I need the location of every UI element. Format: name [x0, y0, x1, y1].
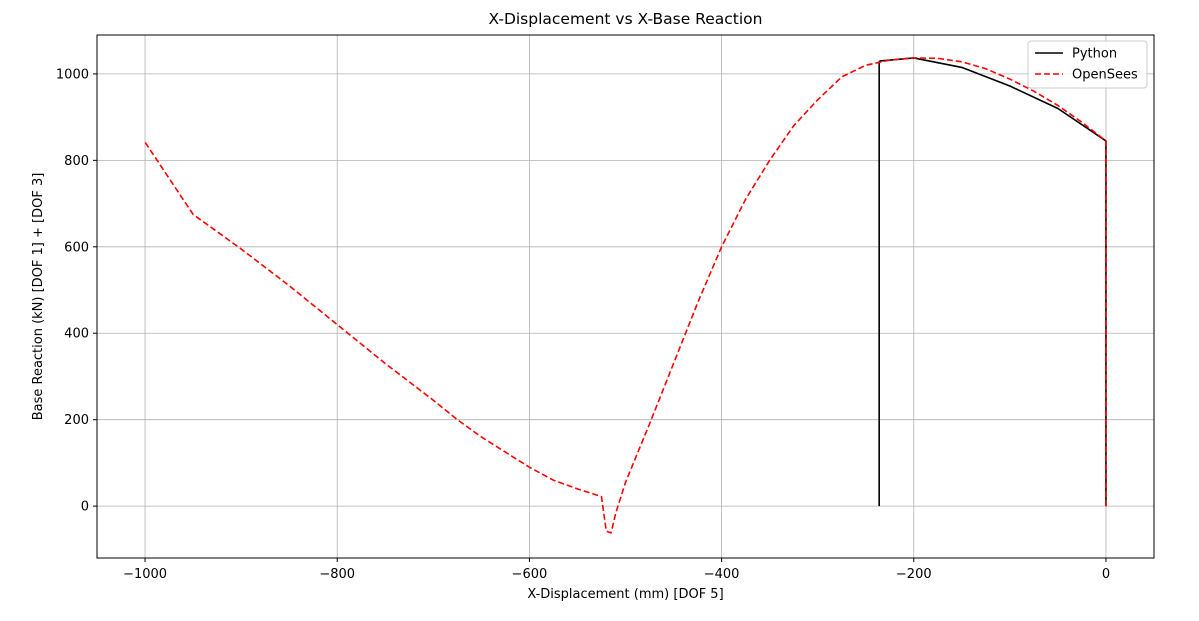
x-tick-label: −800	[319, 567, 355, 582]
y-tick-label: 400	[64, 327, 89, 342]
x-tick-label: −400	[704, 567, 740, 582]
legend: Python OpenSees	[1027, 40, 1148, 89]
x-tick-label: −1000	[123, 567, 167, 582]
chart-title: X-Displacement vs X-Base Reaction	[489, 10, 763, 28]
x-tick-label: −200	[896, 567, 932, 582]
y-axis-label: Base Reaction (kN) [DOF 1] + [DOF 3]	[31, 173, 46, 421]
y-tick-label: 200	[64, 413, 89, 428]
axes-frame	[96, 34, 1155, 559]
x-tick-label: −600	[512, 567, 548, 582]
series-line-opensees	[144, 57, 1107, 534]
x-axis-label: X-Displacement (mm) [DOF 5]	[527, 587, 723, 602]
y-tick-label: 600	[64, 240, 89, 255]
y-tick-label: 1000	[56, 67, 89, 82]
y-tick-label: 800	[64, 154, 89, 169]
y-tick-label: 0	[81, 500, 89, 515]
series-layer	[144, 57, 1107, 534]
ticks: −1000 −800 −600 −400 −200 0 0 200 400 600 800 1000	[56, 67, 1110, 582]
x-tick-label: 0	[1102, 567, 1110, 582]
legend-label-opensees: OpenSees	[1072, 68, 1138, 83]
legend-label-python: Python	[1072, 47, 1117, 62]
